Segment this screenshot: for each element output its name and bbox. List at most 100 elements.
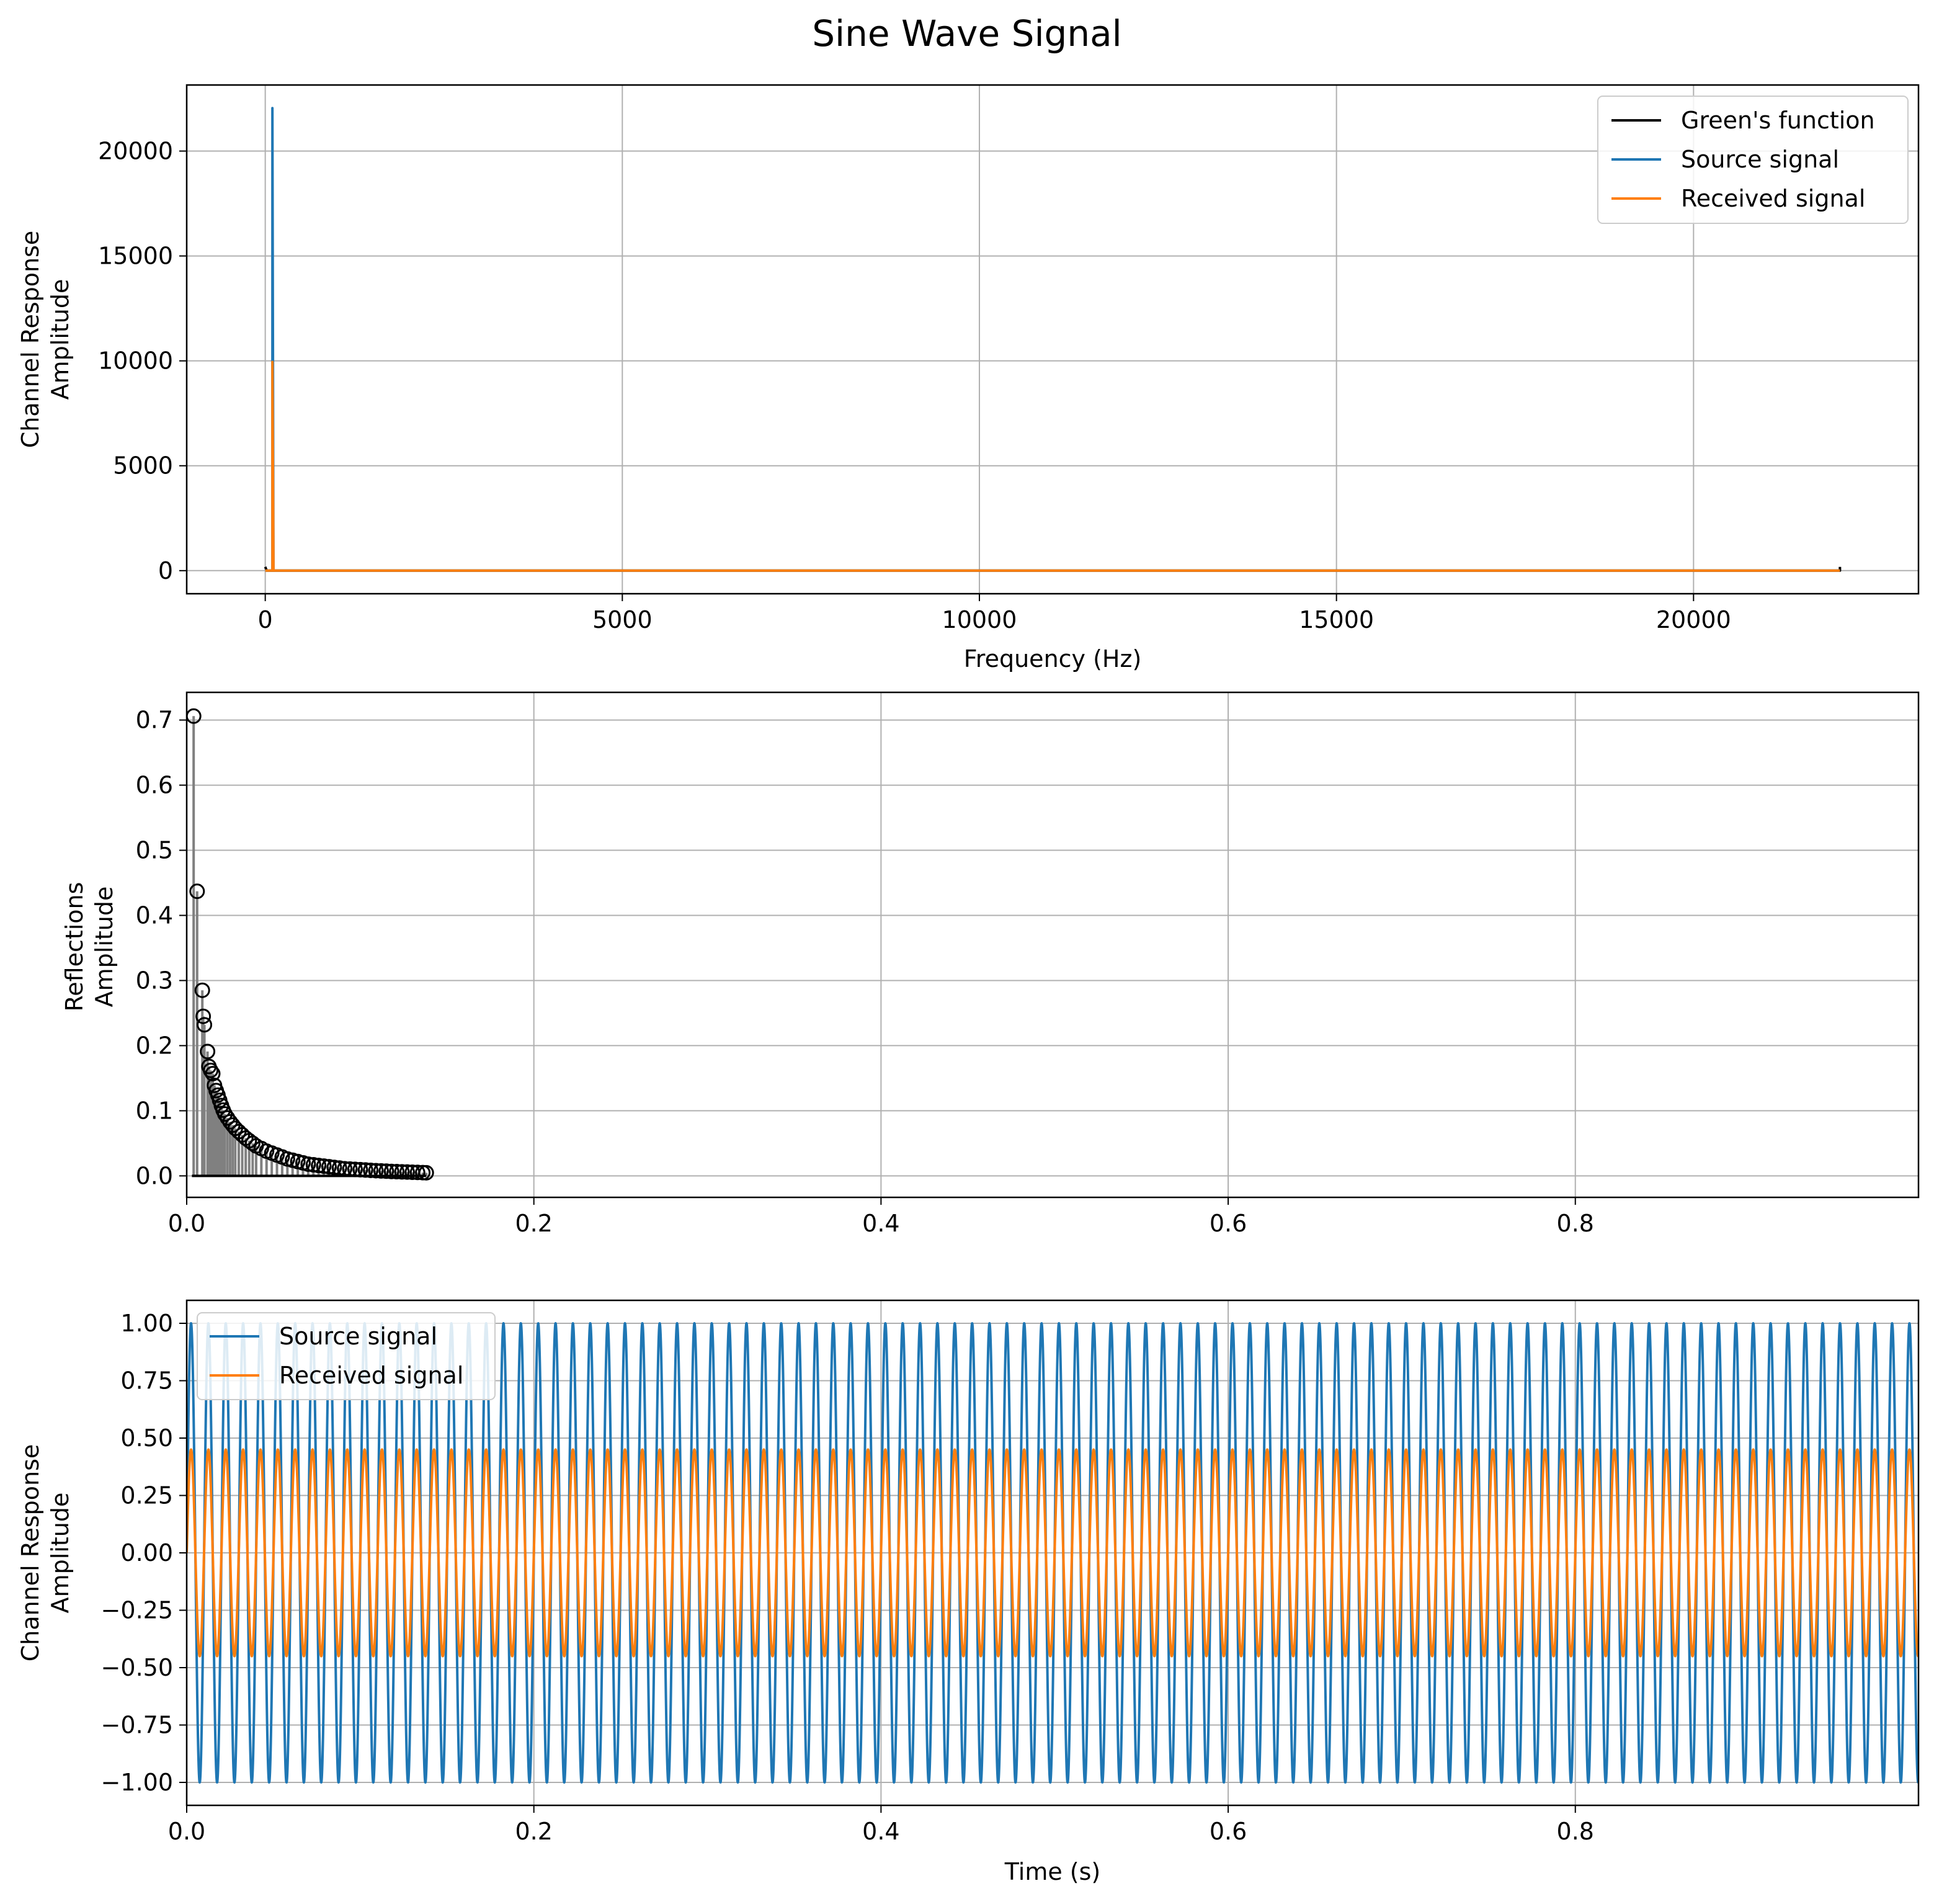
x-tick-label: 20000 — [1656, 606, 1731, 633]
stem-marker — [316, 1158, 332, 1174]
stem-marker — [189, 883, 205, 900]
x-tick-label: 0.6 — [1210, 1818, 1247, 1845]
x-tick-label: 0 — [258, 606, 273, 633]
x-tick-label: 0.4 — [862, 1210, 899, 1237]
stem-marker — [357, 1162, 373, 1178]
legend-label-source: Source signal — [1681, 146, 1839, 173]
stem-marker — [389, 1164, 405, 1180]
y-tick-label: 0.5 — [136, 837, 173, 864]
legend-label-green: Green's function — [1681, 107, 1875, 134]
panel-time: 0.0 0.2 0.4 0.6 0.8 −1.00 −0.75 −0.50 −0.25 0.00 0… — [17, 1299, 1920, 1885]
series-line-received-signal — [187, 1448, 1918, 1658]
x-tick-label: 0.8 — [1557, 1210, 1594, 1237]
panel-time-ticks: 0.0 0.2 0.4 0.6 0.8 −1.00 −0.75 −0.50 −0.25 0.00 0… — [101, 1310, 1594, 1845]
series-line-received-signal — [265, 360, 1840, 572]
panel-frequency-legend: Green's function Source signal Received … — [1597, 96, 1909, 224]
y-tick-label: 0.75 — [120, 1367, 173, 1395]
stem-marker — [399, 1164, 415, 1180]
stem-marker — [378, 1163, 394, 1179]
legend-box — [1597, 96, 1909, 224]
stem-marker — [205, 1066, 221, 1082]
panel-reflections-ylabel-line1: Reflections — [61, 882, 88, 1012]
panel-frequency: 0 5000 10000 15000 20000 0 5000 10000 15000 20000… — [17, 84, 1920, 673]
y-tick-label: 1.00 — [120, 1310, 173, 1337]
panel-reflections-ylabel-line2: Amplitude — [91, 887, 118, 1008]
stem-marker — [300, 1156, 316, 1172]
y-tick-label: 0.0 — [136, 1162, 173, 1189]
panel-frequency-ylabel-line1: Channel Response — [17, 231, 44, 449]
stem-marker — [321, 1159, 337, 1175]
y-tick-label: 0.50 — [120, 1424, 173, 1452]
stem-marker — [383, 1163, 399, 1179]
stem-marker — [394, 1164, 410, 1180]
y-tick-label: −0.25 — [101, 1597, 173, 1624]
panel-time-plot-area — [187, 1322, 1918, 1784]
stem-marker — [363, 1162, 379, 1178]
panel-time-ylabel-line1: Channel Response — [17, 1444, 44, 1662]
y-tick-label: 0.00 — [120, 1539, 173, 1567]
stem-marker — [311, 1158, 327, 1174]
stem-marker — [418, 1164, 434, 1181]
y-tick-label: 0.1 — [136, 1097, 173, 1124]
panel-frequency-frame — [185, 84, 1920, 595]
panel-reflections: 0.0 0.2 0.4 0.6 0.80.00.10.20.30.40.50.60.7 … — [61, 691, 1920, 1237]
stem-marker — [373, 1163, 389, 1179]
stem-marker — [326, 1160, 342, 1176]
x-tick-label: 0.0 — [168, 1210, 205, 1237]
stem-marker — [200, 1044, 216, 1060]
x-tick-label: 0.0 — [168, 1818, 205, 1845]
y-tick-label: 15000 — [98, 243, 173, 270]
panel-frequency-plot-area — [264, 107, 1842, 572]
panel-reflections-grid — [186, 692, 1918, 1197]
y-tick-label: 10000 — [98, 347, 173, 375]
x-tick-label: 0.2 — [515, 1210, 552, 1237]
panel-reflections-ticks: 0.0 0.2 0.4 0.6 0.8 0.0 0.1 0.2 0.3 0.4 0.5 0.6 0.7 — [136, 707, 1594, 1237]
stem-marker — [217, 1106, 233, 1122]
stem-marker — [337, 1161, 353, 1177]
figure-title: Sine Wave Signal — [812, 12, 1122, 55]
stem-marker — [203, 1062, 219, 1078]
y-tick-label: 0.6 — [136, 772, 173, 799]
legend-label-received: Received signal — [1681, 185, 1865, 212]
x-tick-label: 10000 — [942, 606, 1017, 633]
panel-frequency-ticks: 0 5000 10000 15000 20000 0 5000 10000 15000 20000 — [98, 138, 1731, 633]
stem-marker — [244, 1135, 261, 1151]
panel-frequency-ylabel-line2: Amplitude — [47, 279, 74, 400]
stem-marker — [342, 1161, 358, 1177]
y-tick-label: −0.50 — [101, 1654, 173, 1681]
stem-marker — [195, 1008, 212, 1024]
stem-marker — [347, 1161, 363, 1178]
stem-marker — [409, 1164, 426, 1181]
y-tick-label: 0.4 — [136, 902, 173, 929]
y-tick-label: 5000 — [113, 452, 173, 480]
x-tick-label: 0.4 — [862, 1818, 899, 1845]
x-tick-label: 0.8 — [1557, 1818, 1594, 1845]
series-line-source-signal — [187, 1322, 1918, 1784]
panel-time-ylabel-line2: Amplitude — [47, 1493, 74, 1614]
y-tick-label: 0.3 — [136, 967, 173, 994]
y-tick-label: −0.75 — [101, 1712, 173, 1739]
stem-marker — [305, 1157, 321, 1173]
y-tick-label: 0 — [158, 557, 173, 584]
legend-label-received: Received signal — [279, 1362, 463, 1389]
x-tick-label: 0.2 — [515, 1818, 552, 1845]
stem-marker — [197, 1017, 213, 1033]
x-tick-label: 0.6 — [1210, 1210, 1247, 1237]
stem-marker — [331, 1160, 347, 1176]
panel-reflections-frame — [185, 691, 1920, 1199]
panel-time-legend: Source signal Received signal — [197, 1312, 496, 1400]
x-tick-label: 5000 — [592, 606, 653, 633]
y-tick-label: 0.2 — [136, 1032, 173, 1059]
panel-frequency-xlabel: Frequency (Hz) — [964, 645, 1142, 673]
panel-reflections-plot-area — [187, 708, 434, 1181]
y-tick-label: 0.7 — [136, 707, 173, 734]
stem-marker — [194, 982, 210, 998]
panel-time-xlabel: Time (s) — [1004, 1858, 1101, 1885]
stem-marker — [352, 1161, 368, 1178]
x-tick-label: 15000 — [1299, 606, 1374, 633]
y-tick-label: 0.25 — [120, 1482, 173, 1509]
legend-label-source: Source signal — [279, 1323, 437, 1350]
y-tick-label: 20000 — [98, 138, 173, 165]
stem-marker — [368, 1163, 384, 1179]
